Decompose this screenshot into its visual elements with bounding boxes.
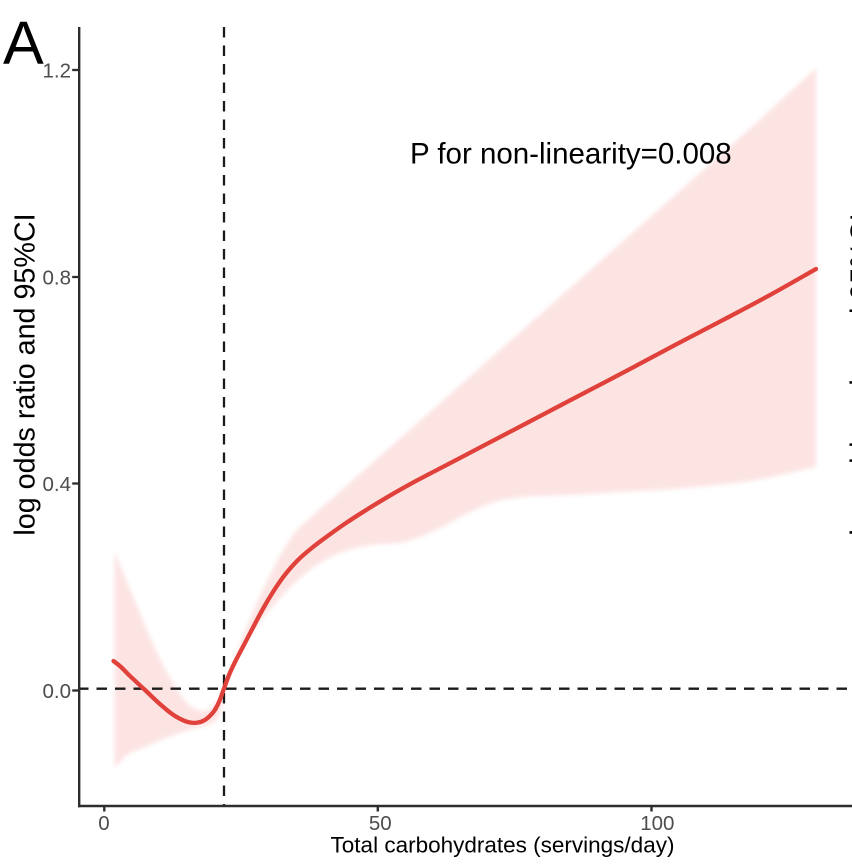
- svg-text:0: 0: [98, 812, 109, 835]
- svg-text:P for non-linearity=0.008: P for non-linearity=0.008: [410, 138, 732, 171]
- svg-text:1.2: 1.2: [43, 59, 72, 82]
- svg-text:log odds ratio and 95%CI: log odds ratio and 95%CI: [10, 213, 42, 535]
- svg-text:100: 100: [640, 812, 674, 835]
- svg-text:log odds ratio and 95%CI: log odds ratio and 95%CI: [846, 213, 852, 535]
- svg-text:A: A: [3, 9, 44, 77]
- svg-text:0.8: 0.8: [43, 266, 72, 289]
- svg-text:Total carbohydrates (servings/: Total carbohydrates (servings/day): [331, 832, 675, 857]
- svg-text:0.0: 0.0: [43, 680, 72, 703]
- svg-text:50: 50: [369, 812, 392, 835]
- svg-text:0.4: 0.4: [43, 473, 72, 496]
